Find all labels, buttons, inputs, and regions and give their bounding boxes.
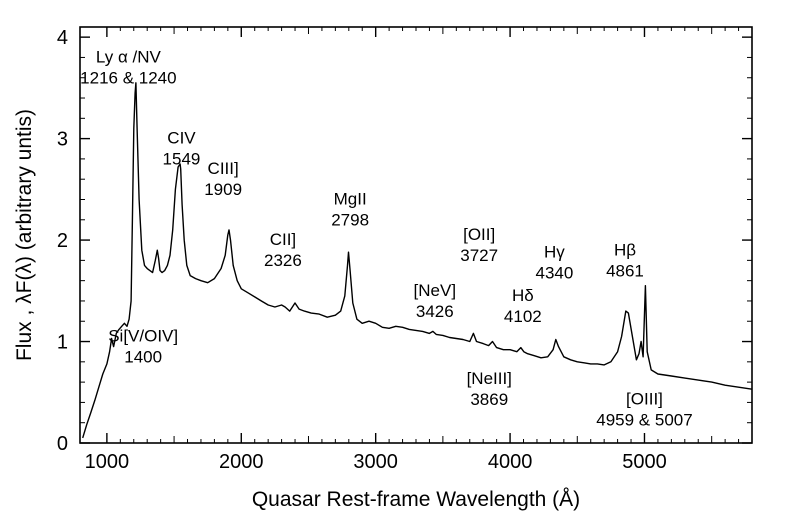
line-annotation: MgII 2798 [331, 190, 369, 230]
y-tick-label: 1 [57, 332, 68, 354]
line-annotation: [NeV] 3426 [414, 281, 457, 321]
line-annotation: Hδ 4102 [504, 286, 542, 326]
y-tick-label: 0 [57, 433, 68, 455]
spectrum-line [82, 82, 753, 439]
line-annotation: CIII] 1909 [204, 159, 242, 199]
line-annotation: CII] 2326 [264, 230, 302, 270]
x-axis-label: Quasar Rest-frame Wavelength (Å) [252, 488, 580, 511]
x-tick-label: 1000 [85, 451, 130, 473]
y-axis-label: Flux , λF(λ) (arbitrary untis) [13, 109, 36, 361]
y-tick-label: 4 [57, 27, 68, 49]
line-annotation: [NeIII] 3869 [467, 369, 512, 409]
line-annotation: [OII] 3727 [460, 225, 498, 265]
tick-labels: 1000 2000 3000 4000 5000 0 1 2 3 4 [57, 27, 667, 473]
x-tick-label: 3000 [353, 451, 398, 473]
axis-ticks [80, 27, 752, 444]
x-tick-label: 5000 [622, 451, 667, 473]
series-group [82, 82, 753, 439]
line-annotation: Si[V/OIV] 1400 [108, 327, 178, 367]
x-tick-label: 4000 [488, 451, 533, 473]
y-tick-label: 3 [57, 129, 68, 151]
line-annotation: Hβ 4861 [606, 240, 644, 280]
plot-frame [79, 26, 753, 444]
annotations-group: Ly α /NV 1216 & 1240 CIV 1549 CIII] 1909 CII] 2… [80, 48, 693, 430]
line-annotation: Hγ 4340 [536, 242, 574, 282]
line-annotation: CIV 1549 [163, 129, 201, 169]
line-annotation: [OIII] 4959 & 5007 [596, 389, 692, 429]
y-tick-label: 2 [57, 230, 68, 252]
x-tick-label: 2000 [219, 451, 264, 473]
line-annotation: Ly α /NV 1216 & 1240 [80, 48, 176, 88]
